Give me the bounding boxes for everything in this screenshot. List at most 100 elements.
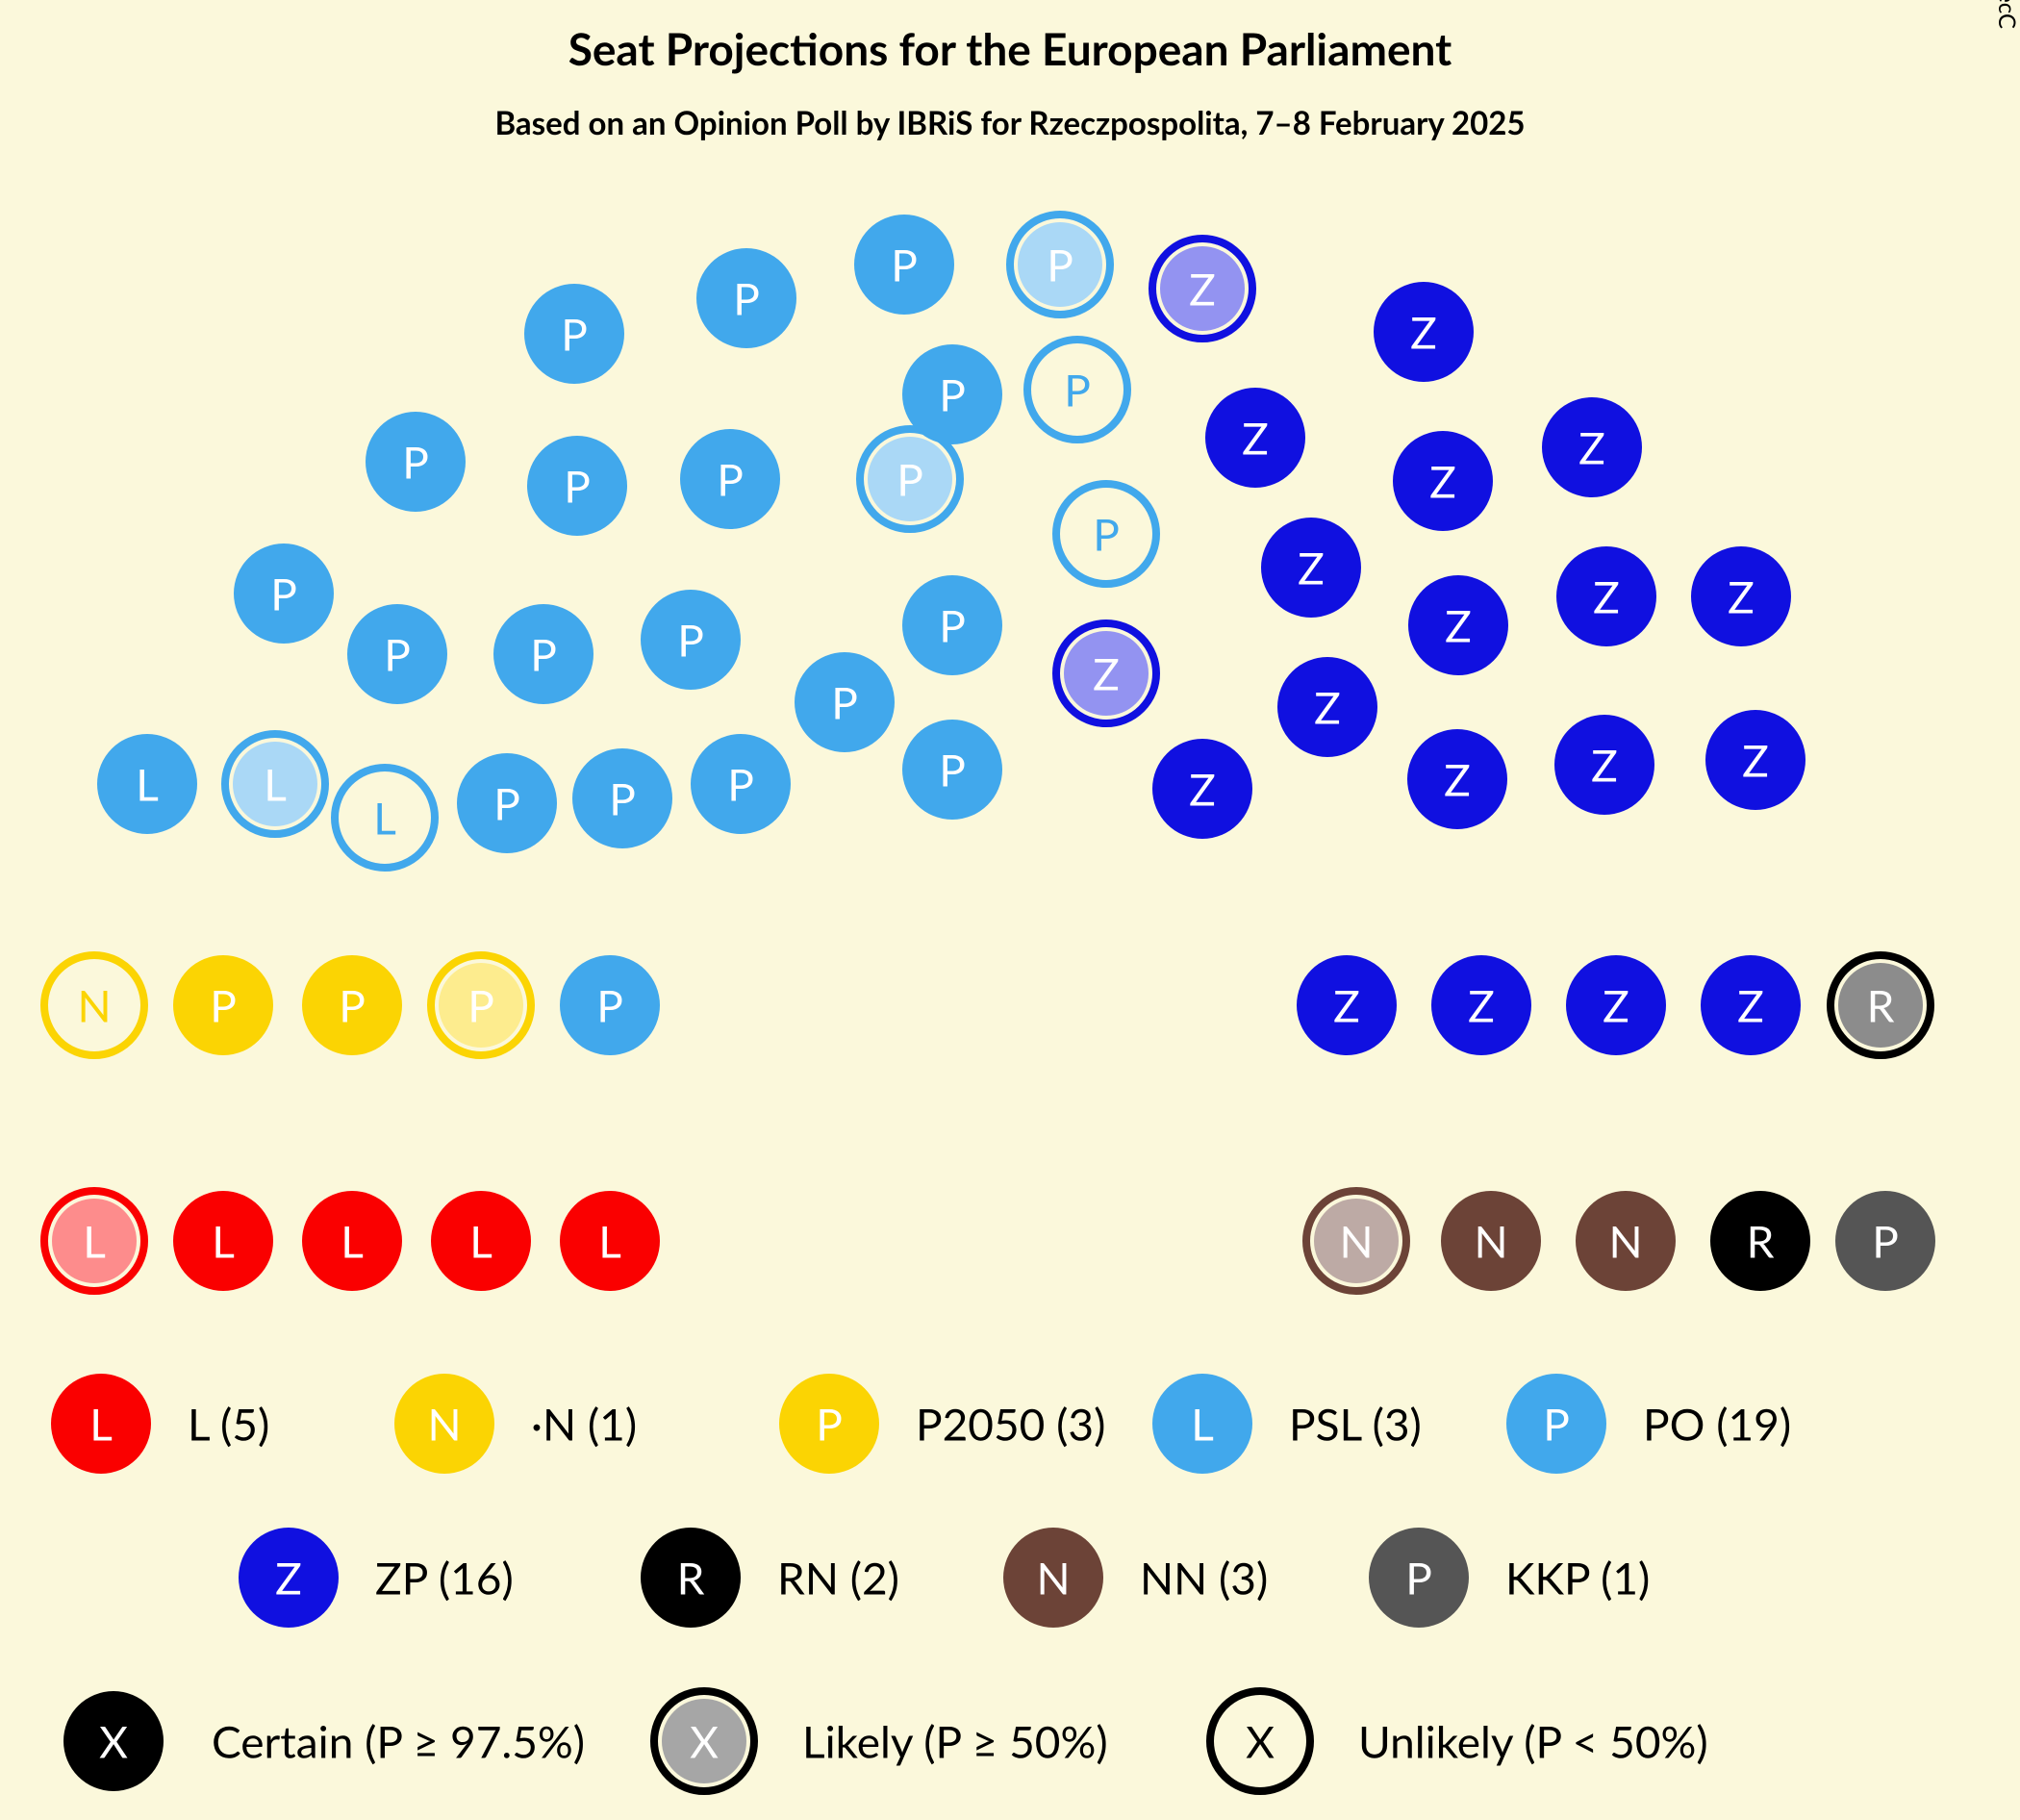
svg-text:L: L — [1191, 1398, 1214, 1451]
seat-16: P — [572, 748, 672, 848]
legend-swatch-0-0: L — [51, 1374, 151, 1474]
svg-text:P: P — [210, 979, 237, 1032]
svg-text:Z: Z — [1603, 979, 1629, 1032]
svg-text:Z: Z — [1578, 421, 1605, 474]
seat-22: P — [524, 284, 624, 384]
seat-58: P — [1835, 1191, 1935, 1291]
svg-text:P: P — [1064, 364, 1091, 417]
svg-text:Z: Z — [1591, 739, 1618, 792]
svg-text:P: P — [467, 979, 494, 1032]
svg-text:P: P — [596, 979, 623, 1032]
svg-text:P: P — [493, 777, 520, 830]
seat-5: N — [44, 955, 144, 1055]
svg-text:P: P — [896, 453, 923, 506]
seat-34: Z — [1056, 623, 1156, 723]
seat-13: P — [234, 543, 334, 644]
svg-text:Z: Z — [1093, 647, 1120, 700]
seat-37: Z — [1205, 388, 1305, 488]
legend-label: PO (19) — [1643, 1398, 1791, 1451]
svg-text:P: P — [530, 628, 557, 681]
svg-text:P: P — [1093, 508, 1120, 561]
svg-text:L: L — [212, 1215, 235, 1268]
svg-text:Z: Z — [1410, 306, 1437, 359]
seat-19: P — [691, 734, 791, 834]
seat-55: N — [1441, 1191, 1541, 1291]
seat-29: P — [854, 215, 954, 315]
svg-text:Z: Z — [1593, 570, 1620, 623]
svg-text:P: P — [939, 599, 966, 652]
legend-label: L (5) — [188, 1398, 269, 1451]
svg-text:P: P — [1405, 1552, 1432, 1605]
svg-text:L: L — [83, 1215, 106, 1268]
seat-projection-chart: Seat Projections for the European Parlia… — [0, 0, 2020, 1820]
seat-25: P — [696, 248, 796, 348]
seat-49: Z — [1297, 955, 1397, 1055]
svg-text:Z: Z — [1468, 979, 1495, 1032]
svg-text:Z: Z — [275, 1552, 302, 1605]
seat-48: Z — [1705, 710, 1805, 810]
seat-53: R — [1831, 955, 1931, 1055]
svg-text:Z: Z — [1298, 542, 1325, 594]
seat-3: L — [431, 1191, 531, 1291]
legend-swatch-0-4: P — [1506, 1374, 1606, 1474]
legend-label: KKP (1) — [1505, 1552, 1650, 1605]
chart-title: Seat Projections for the European Parlia… — [568, 22, 1452, 75]
svg-text:P: P — [939, 744, 966, 796]
seat-36: Z — [1152, 739, 1252, 839]
svg-text:Z: Z — [1189, 763, 1216, 816]
seat-24: P — [680, 429, 780, 529]
svg-text:Z: Z — [1429, 455, 1456, 508]
seat-0: L — [44, 1191, 144, 1291]
seat-7: P — [302, 955, 402, 1055]
prob-legend-label: Certain (P ≥ 97.5%) — [212, 1715, 585, 1768]
svg-text:Z: Z — [1314, 681, 1341, 734]
legend-swatch-0-3: L — [1152, 1374, 1252, 1474]
svg-text:N: N — [427, 1398, 461, 1451]
seat-21: P — [527, 436, 627, 536]
svg-text:X: X — [690, 1715, 719, 1768]
seat-11: L — [225, 734, 325, 834]
legend-swatch-1-1: R — [641, 1528, 741, 1628]
svg-text:P: P — [1872, 1215, 1899, 1268]
svg-text:P: P — [1543, 1398, 1570, 1451]
seat-28: P — [860, 429, 960, 529]
svg-text:P: P — [402, 436, 429, 489]
legend-label: P2050 (3) — [916, 1398, 1105, 1451]
seat-52: Z — [1701, 955, 1801, 1055]
svg-text:Z: Z — [1737, 979, 1764, 1032]
svg-text:P: P — [717, 453, 744, 506]
svg-text:P: P — [561, 308, 588, 361]
seat-54: N — [1306, 1191, 1406, 1291]
svg-text:L: L — [469, 1215, 492, 1268]
legend-label: PSL (3) — [1289, 1398, 1422, 1451]
seat-45: Z — [1556, 546, 1656, 646]
seat-30: P — [902, 344, 1002, 444]
seat-12: L — [335, 768, 435, 868]
legend-label: NN (3) — [1140, 1552, 1268, 1605]
seat-50: Z — [1431, 955, 1531, 1055]
seat-1: L — [173, 1191, 273, 1291]
seat-27: P — [902, 575, 1002, 675]
prob-legend-label: Unlikely (P < 50%) — [1358, 1715, 1708, 1768]
svg-text:P: P — [727, 758, 754, 811]
seat-31: P — [1010, 215, 1110, 315]
legend-swatch-1-2: N — [1003, 1528, 1103, 1628]
seat-23: P — [795, 652, 895, 752]
seat-46: Z — [1554, 715, 1654, 815]
seat-51: Z — [1566, 955, 1666, 1055]
svg-text:R: R — [677, 1552, 705, 1605]
svg-text:Z: Z — [1333, 979, 1360, 1032]
seat-57: R — [1710, 1191, 1810, 1291]
seat-18: P — [366, 412, 466, 512]
prob-legend-swatch-0: X — [63, 1691, 164, 1791]
svg-text:N: N — [1339, 1215, 1373, 1268]
svg-text:P: P — [564, 460, 591, 513]
seat-56: N — [1576, 1191, 1676, 1291]
prob-legend-swatch-2: X — [1210, 1691, 1310, 1791]
svg-text:N: N — [1608, 1215, 1642, 1268]
legend-label: ·N (1) — [531, 1398, 637, 1451]
svg-text:L: L — [373, 792, 396, 845]
seat-10: L — [97, 734, 197, 834]
svg-text:P: P — [1047, 239, 1073, 291]
svg-text:L: L — [598, 1215, 621, 1268]
